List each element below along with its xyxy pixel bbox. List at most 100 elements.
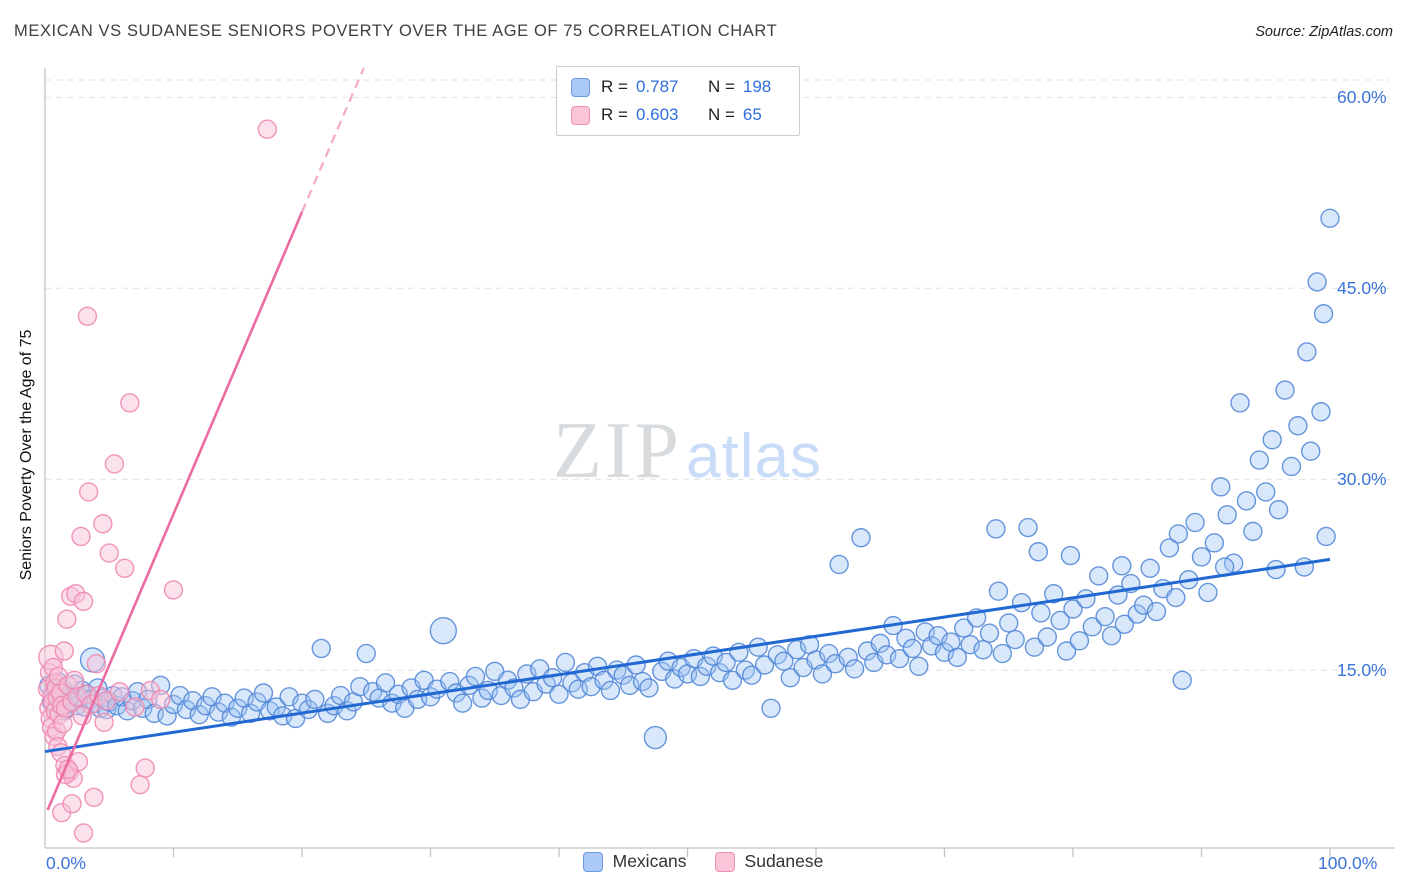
- zipatlas-watermark: ZIP atlas: [553, 406, 822, 497]
- bottom-legend: Mexicans Sudanese: [0, 851, 1406, 872]
- scatter-point-mexicans: [1198, 582, 1218, 603]
- scatter-point-sudanese: [150, 689, 171, 710]
- scatter-point-mexicans: [1031, 603, 1051, 623]
- scatter-point-mexicans: [1307, 272, 1327, 292]
- scatter-point-mexicans: [838, 647, 858, 668]
- y-tick-15: 15.0%: [1337, 660, 1387, 680]
- scatter-point-mexicans: [1262, 430, 1282, 450]
- scatter-point-mexicans: [812, 664, 833, 684]
- trend-line-sudanese: [46, 211, 304, 811]
- x-min-label: 0.0%: [46, 853, 86, 873]
- scatter-point-sudanese: [57, 609, 77, 629]
- scatter-point-mexicans: [594, 670, 614, 690]
- scatter-point-mexicans: [1005, 629, 1025, 650]
- scatter-point-mexicans: [1311, 402, 1331, 422]
- scatter-point-mexicans: [1082, 617, 1102, 637]
- scatter-point-mexicans: [1204, 533, 1225, 553]
- scatter-point-mexicans: [1168, 524, 1189, 544]
- scatter-point-mexicans: [909, 656, 929, 676]
- scatter-point-mexicans: [1275, 380, 1295, 400]
- r-value-mexicans: 0.787: [635, 77, 679, 96]
- scatter-point-mexicans: [999, 613, 1019, 633]
- scatter-point-mexicans: [429, 616, 458, 645]
- scatter-point-sudanese: [109, 682, 130, 702]
- scatter-point-mexicans: [1313, 304, 1334, 324]
- scatter-point-sudanese: [114, 558, 135, 578]
- chart-title: MEXICAN VS SUDANESE SENIORS POVERTY OVER…: [14, 22, 778, 40]
- scatter-point-mexicans: [1166, 587, 1186, 608]
- scatter-point-mexicans: [600, 680, 621, 701]
- scatter-point-sudanese: [257, 119, 278, 139]
- scatter-point-mexicans: [356, 643, 376, 664]
- scatter-point-sudanese: [78, 482, 99, 502]
- scatter-point-mexicans: [253, 683, 274, 703]
- scatter-point-sudanese: [62, 794, 82, 814]
- y-tick-60: 60.0%: [1337, 87, 1387, 107]
- legend-row-sudanese: R = 0.603 N = 65: [571, 105, 783, 125]
- scatter-point-mexicans: [643, 725, 668, 750]
- scatter-point-mexicans: [774, 651, 794, 671]
- legend-row-mexicans: R = 0.787 N = 198: [571, 77, 783, 97]
- scatter-point-mexicans: [851, 528, 871, 548]
- scatter-point-mexicans: [1028, 542, 1049, 562]
- x-max-label: 100.0%: [1318, 853, 1378, 873]
- scatter-point-mexicans: [1236, 491, 1257, 511]
- scatter-point-mexicans: [1172, 670, 1192, 690]
- scatter-point-mexicans: [1301, 441, 1321, 461]
- scatter-point-mexicans: [947, 647, 968, 668]
- scatter-point-sudanese: [120, 393, 140, 413]
- scatter-point-mexicans: [1088, 566, 1109, 586]
- sudanese-swatch: [714, 851, 735, 872]
- scatter-point-mexicans: [1114, 614, 1135, 634]
- scatter-point-mexicans: [549, 684, 569, 704]
- trend-line-mexicans: [44, 557, 1331, 754]
- scatter-point-mexicans: [979, 623, 1000, 643]
- scatter-point-mexicans: [1037, 627, 1058, 647]
- n-label: N =: [707, 77, 735, 96]
- scatter-point-mexicans: [992, 643, 1013, 664]
- n-value-mexicans: 198: [742, 77, 772, 96]
- scatter-point-mexicans: [896, 628, 916, 648]
- scatter-point-mexicans: [1294, 557, 1315, 577]
- scatter-point-mexicans: [1243, 521, 1263, 542]
- scatter-point-mexicans: [1024, 637, 1045, 657]
- scatter-point-sudanese: [73, 823, 94, 843]
- scatter-point-sudanese: [125, 697, 145, 717]
- scatter-point-mexicans: [375, 673, 396, 693]
- scatter-point-mexicans: [954, 618, 974, 638]
- scatter-point-mexicans: [305, 689, 325, 710]
- scatter-point-mexicans: [1159, 538, 1180, 558]
- trend-line-sudanese-extension: [300, 67, 365, 213]
- scatter-point-sudanese: [77, 306, 98, 326]
- scatter-point-mexicans: [157, 706, 177, 726]
- scatter-point-mexicans: [754, 655, 775, 675]
- scatter-point-mexicans: [844, 659, 865, 679]
- scatter-point-sudanese: [93, 514, 113, 534]
- y-axis-title: Seniors Poverty Over the Age of 75: [18, 329, 35, 581]
- scatter-point-mexicans: [829, 554, 849, 575]
- scatter-point-mexicans: [988, 581, 1009, 601]
- scatter-point-mexicans: [742, 665, 762, 685]
- scatter-point-mexicans: [1044, 584, 1064, 604]
- scatter-point-sudanese: [130, 774, 150, 795]
- scatter-point-mexicans: [1320, 208, 1340, 229]
- scatter-point-mexicans: [1095, 606, 1115, 627]
- scatter-point-sudanese: [104, 454, 125, 474]
- source-attribution: Source: ZipAtlas.com: [1255, 24, 1393, 40]
- scatter-point-mexicans: [1256, 482, 1276, 502]
- scatter-point-mexicans: [555, 652, 576, 673]
- scatter-point-sudanese: [99, 543, 119, 563]
- scatter-point-mexicans: [1316, 526, 1336, 547]
- scatter-point-mexicans: [761, 698, 781, 718]
- bottom-legend-sudanese: Sudanese: [714, 851, 823, 872]
- scatter-point-sudanese: [54, 641, 74, 661]
- bottom-legend-mexicans: Mexicans: [582, 851, 687, 872]
- scatter-point-mexicans: [1217, 505, 1237, 525]
- scatter-point-mexicans: [1288, 416, 1308, 436]
- scatter-point-mexicans: [735, 660, 756, 680]
- scatter-point-mexicans: [1191, 547, 1212, 567]
- scatter-point-mexicans: [1268, 500, 1289, 520]
- scatter-point-mexicans: [1140, 558, 1160, 578]
